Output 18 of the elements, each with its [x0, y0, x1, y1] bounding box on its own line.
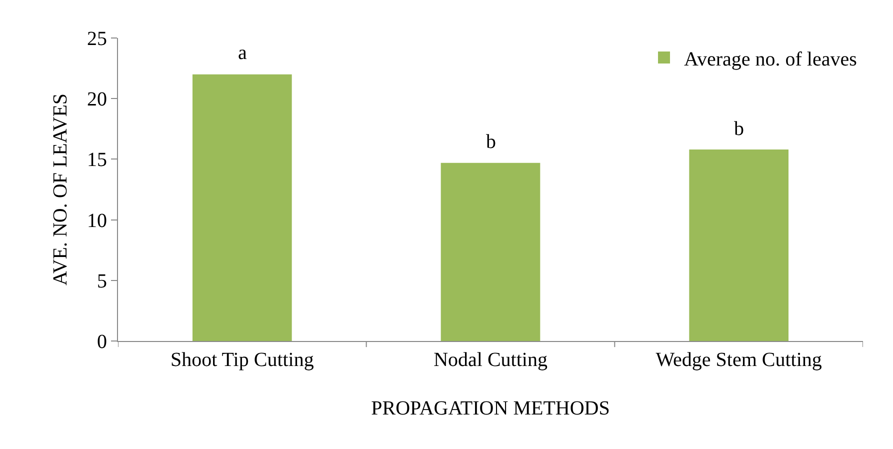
y-tick-label: 5	[97, 270, 107, 292]
x-tick-label: Wedge Stem Cutting	[656, 349, 822, 371]
annotation: b	[734, 118, 744, 140]
y-tick-label: 25	[87, 28, 107, 50]
y-tick-label: 15	[87, 149, 107, 172]
annotation: a	[238, 42, 247, 64]
x-tick-label: Nodal Cutting	[434, 349, 548, 371]
x-tick-label: Shoot Tip Cutting	[170, 349, 314, 371]
y-axis-title: AVE. NO. OF LEAVES	[50, 93, 72, 286]
y-tick-label: 10	[87, 210, 107, 232]
bar	[192, 74, 292, 341]
y-tick-label: 20	[87, 88, 107, 111]
bar	[689, 150, 788, 341]
x-axis-title: PROPAGATION METHODS	[371, 398, 610, 420]
bar	[440, 162, 540, 341]
annotation: b	[486, 131, 496, 153]
y-tick-label: 0	[97, 331, 107, 353]
legend-label: Average no. of leaves	[684, 48, 858, 70]
